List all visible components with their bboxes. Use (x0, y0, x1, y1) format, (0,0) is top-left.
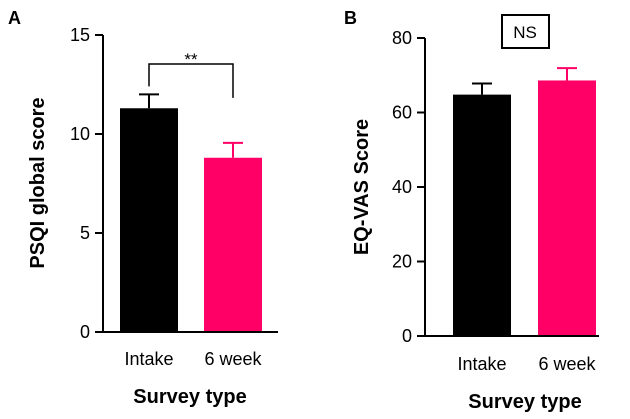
panel-b-chart: B EQ-VAS Score Survey type Intake 6 week 0… (344, 8, 599, 413)
panel-b-y-tick-label-0: 0 (402, 326, 412, 346)
panel-b-x-axis-title: Survey type (468, 391, 581, 413)
panel-b-y-axis-title: EQ-VAS Score (351, 119, 373, 255)
panel-a-x-axis-title: Survey type (133, 386, 246, 408)
panel-b-label: B (344, 8, 357, 28)
panel-a-category-label-1: 6 week (204, 349, 262, 369)
panel-a-bar-0 (120, 108, 178, 332)
panel-b-category-label-1: 6 week (538, 354, 596, 374)
panel-b-significance-box (501, 14, 550, 49)
panel-a-bar-1 (204, 157, 262, 332)
panel-a-label: A (8, 8, 21, 28)
panel-a-marks: Intake 6 week 0 5 10 15 ** (70, 25, 278, 369)
panel-b-category-label-0: Intake (457, 354, 506, 374)
panel-b-y-tick-label-2: 40 (392, 177, 412, 197)
panel-b-y-tick-label-3: 60 (392, 103, 412, 123)
panel-a-y-tick-label-2: 10 (70, 124, 90, 144)
panel-a-category-label-0: Intake (124, 349, 173, 369)
panel-b-y-tick-label-4: 80 (392, 28, 412, 48)
panel-b-marks: Intake 6 week 0 20 40 60 80 NS (392, 14, 599, 374)
panel-a-y-tick-label-1: 5 (80, 223, 90, 243)
panel-b-bar-1 (538, 80, 596, 336)
panel-a-y-tick-label-3: 15 (70, 25, 90, 45)
panel-a-significance-bracket (148, 63, 234, 98)
panel-a-y-axis-title: PSQI global score (27, 97, 49, 268)
panel-a-chart: A PSQI global score Survey type Intake 6 … (8, 8, 278, 408)
panel-a-significance-label: ** (184, 50, 198, 69)
panel-a-y-tick-label-0: 0 (80, 322, 90, 342)
panel-b-y-tick-label-1: 20 (392, 252, 412, 272)
panel-b-significance-label: NS (513, 23, 537, 42)
panel-b-bar-0 (453, 94, 511, 337)
